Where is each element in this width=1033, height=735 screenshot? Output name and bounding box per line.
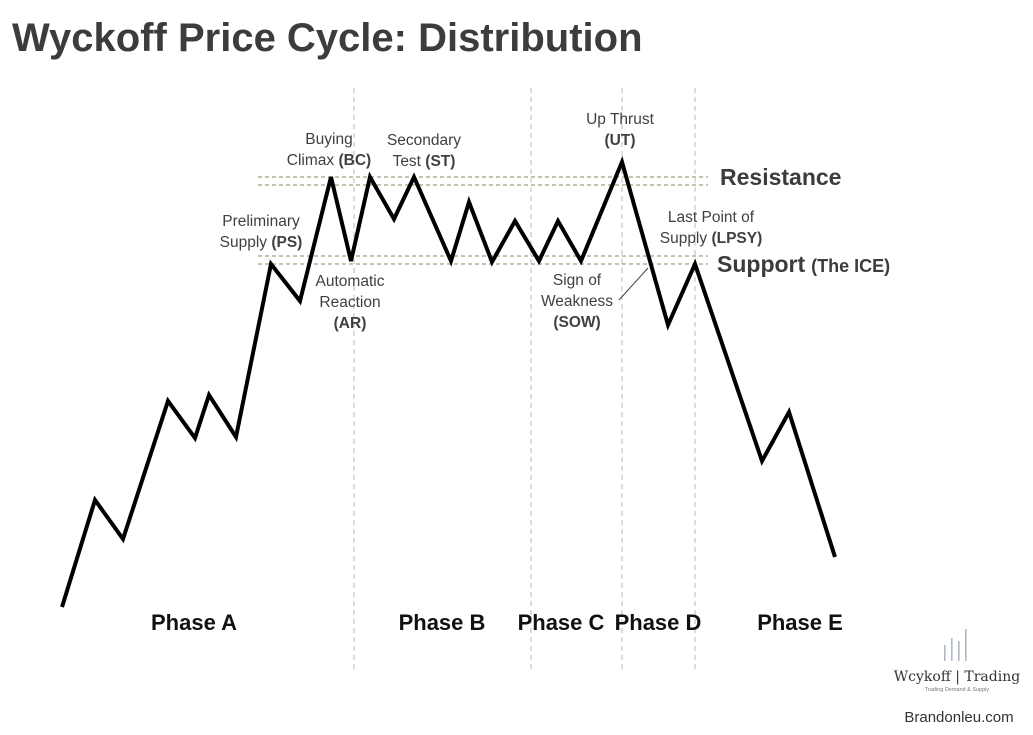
ut-label-line2: (UT) bbox=[605, 132, 636, 149]
support-label: Support (The ICE) bbox=[717, 251, 890, 277]
st-label-text: Test bbox=[393, 153, 426, 170]
ut-label-line1: Up Thrust bbox=[586, 111, 654, 128]
brand-tagline: Trading Demand & Supply bbox=[925, 687, 990, 693]
ut-label-abbr: (UT) bbox=[605, 132, 636, 149]
sow-label-line3: (SOW) bbox=[553, 314, 600, 331]
support-label-sub: (The ICE) bbox=[811, 256, 890, 276]
lpsy-label-abbr: (LPSY) bbox=[711, 230, 762, 247]
sow-label-abbr: (SOW) bbox=[553, 314, 600, 331]
ps-label-abbr: (PS) bbox=[271, 234, 302, 251]
event-label-ps: Preliminary Supply (PS) bbox=[220, 213, 303, 251]
phase-labels: Phase A Phase B Phase C Phase D Phase E bbox=[151, 610, 843, 635]
phase-e-label: Phase E bbox=[757, 610, 843, 635]
phase-a-label: Phase A bbox=[151, 610, 237, 635]
bar-chart-icon bbox=[944, 629, 967, 661]
event-label-ar: Automatic Reaction (AR) bbox=[316, 273, 385, 332]
phase-dividers bbox=[353, 88, 696, 672]
bc-label-line2: Climax (BC) bbox=[287, 152, 371, 169]
ar-label-abbr: (AR) bbox=[334, 315, 367, 332]
bc-label-abbr: (BC) bbox=[338, 152, 371, 169]
lpsy-label-text: Supply bbox=[660, 230, 712, 247]
bc-label-line1: Buying bbox=[305, 131, 352, 148]
support-label-main: Support bbox=[717, 251, 805, 277]
sow-label-line2: Weakness bbox=[541, 293, 613, 310]
st-label-line2: Test (ST) bbox=[393, 153, 456, 170]
ps-label-text: Supply bbox=[220, 234, 272, 251]
brand-logo: Wcykoff | Trading Trading Demand & Suppl… bbox=[894, 629, 1020, 693]
lpsy-label-line1: Last Point of bbox=[668, 209, 755, 226]
ps-label-line1: Preliminary bbox=[222, 213, 300, 230]
price-path bbox=[60, 155, 837, 608]
bc-label-text: Climax bbox=[287, 152, 339, 169]
brand-name: Wcykoff | Trading bbox=[894, 669, 1020, 685]
phase-c-label: Phase C bbox=[518, 610, 605, 635]
website-link[interactable]: Brandonleu.com bbox=[904, 709, 1013, 726]
phase-b-label: Phase B bbox=[399, 610, 486, 635]
level-lines bbox=[258, 176, 708, 265]
st-label-line1: Secondary bbox=[387, 132, 461, 149]
event-label-sow: Sign of Weakness (SOW) bbox=[541, 272, 613, 331]
sow-label-line1: Sign of bbox=[553, 272, 602, 289]
ar-label-line2: Reaction bbox=[319, 294, 380, 311]
event-label-ut: Up Thrust (UT) bbox=[586, 111, 654, 149]
phase-d-label: Phase D bbox=[615, 610, 702, 635]
sow-pointer-line bbox=[618, 267, 649, 301]
ps-label-line2: Supply (PS) bbox=[220, 234, 303, 251]
event-label-st: Secondary Test (ST) bbox=[387, 132, 461, 170]
resistance-label: Resistance bbox=[720, 164, 841, 190]
ar-label-line1: Automatic bbox=[316, 273, 385, 290]
lpsy-label-line2: Supply (LPSY) bbox=[660, 230, 763, 247]
event-label-lpsy: Last Point of Supply (LPSY) bbox=[660, 209, 763, 247]
ar-label-line3: (AR) bbox=[334, 315, 367, 332]
page-title: Wyckoff Price Cycle: Distribution bbox=[12, 16, 643, 60]
event-label-bc: Buying Climax (BC) bbox=[287, 131, 371, 169]
st-label-abbr: (ST) bbox=[425, 153, 455, 170]
